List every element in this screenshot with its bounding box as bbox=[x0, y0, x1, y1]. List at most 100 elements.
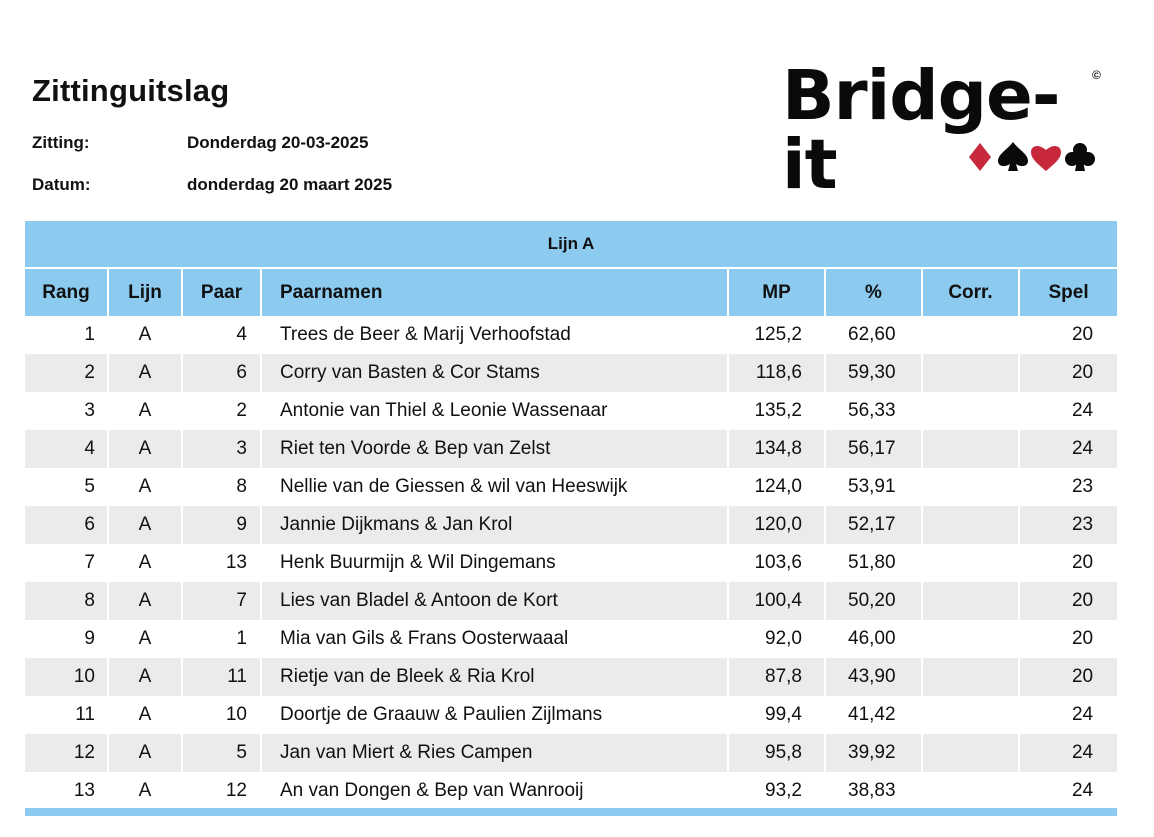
cell-paar: 1 bbox=[183, 620, 262, 658]
cell-percent: 38,83 bbox=[826, 772, 923, 810]
results-table: Lijn A Rang Lijn Paar Paarnamen MP % Cor… bbox=[25, 221, 1118, 810]
cell-corr bbox=[923, 544, 1020, 582]
line-title: Lijn A bbox=[25, 221, 1118, 269]
cell-lijn: A bbox=[109, 354, 183, 392]
cell-rang: 11 bbox=[25, 696, 109, 734]
table-row: 1 A 4 Trees de Beer & Marij Verhoofstad 125,… bbox=[25, 316, 1118, 354]
cell-rang: 5 bbox=[25, 468, 109, 506]
cell-rang: 12 bbox=[25, 734, 109, 772]
cell-mp: 124,0 bbox=[729, 468, 826, 506]
cell-paar: 3 bbox=[183, 430, 262, 468]
cell-mp: 135,2 bbox=[729, 392, 826, 430]
cell-paarnamen: Lies van Bladel & Antoon de Kort bbox=[262, 582, 729, 620]
spade-icon bbox=[998, 142, 1028, 171]
column-header-row: Rang Lijn Paar Paarnamen MP % Corr. Spel bbox=[25, 269, 1118, 316]
cell-paar: 6 bbox=[183, 354, 262, 392]
cell-lijn: A bbox=[109, 658, 183, 696]
cell-corr bbox=[923, 734, 1020, 772]
cell-paarnamen: Mia van Gils & Frans Oosterwaaal bbox=[262, 620, 729, 658]
cell-lijn: A bbox=[109, 734, 183, 772]
cell-percent: 41,42 bbox=[826, 696, 923, 734]
cell-spel: 24 bbox=[1020, 392, 1118, 430]
zitting-label: Zitting: bbox=[32, 133, 90, 152]
cell-mp: 95,8 bbox=[729, 734, 826, 772]
cell-percent: 59,30 bbox=[826, 354, 923, 392]
cell-corr bbox=[923, 696, 1020, 734]
datum-label: Datum: bbox=[32, 175, 91, 194]
cell-spel: 20 bbox=[1020, 316, 1118, 354]
cell-spel: 24 bbox=[1020, 772, 1118, 810]
cell-paarnamen: An van Dongen & Bep van Wanrooij bbox=[262, 772, 729, 810]
cell-corr bbox=[923, 430, 1020, 468]
table-row: 7 A 13 Henk Buurmijn & Wil Dingemans 103,6 51… bbox=[25, 544, 1118, 582]
column-header-paar: Paar bbox=[183, 269, 262, 316]
cell-mp: 134,8 bbox=[729, 430, 826, 468]
cell-paarnamen: Nellie van de Giessen & wil van Heeswijk bbox=[262, 468, 729, 506]
cell-spel: 24 bbox=[1020, 734, 1118, 772]
cell-percent: 39,92 bbox=[826, 734, 923, 772]
cell-percent: 53,91 bbox=[826, 468, 923, 506]
cell-lijn: A bbox=[109, 316, 183, 354]
cell-paarnamen: Corry van Basten & Cor Stams bbox=[262, 354, 729, 392]
cell-spel: 20 bbox=[1020, 582, 1118, 620]
table-row: 11 A 10 Doortje de Graauw & Paulien Zijlman… bbox=[25, 696, 1118, 734]
cell-rang: 2 bbox=[25, 354, 109, 392]
datum-value: donderdag 20 maart 2025 bbox=[187, 175, 393, 194]
cell-percent: 62,60 bbox=[826, 316, 923, 354]
table-row: 13 A 12 An van Dongen & Bep van Wanrooij 93,… bbox=[25, 772, 1118, 810]
logo-copyright: © bbox=[1092, 68, 1101, 82]
club-icon bbox=[1065, 143, 1095, 171]
cell-corr bbox=[923, 468, 1020, 506]
column-header-rang: Rang bbox=[25, 269, 109, 316]
table-row: 9 A 1 Mia van Gils & Frans Oosterwaaal 92,0 4… bbox=[25, 620, 1118, 658]
card-suits-icon bbox=[969, 142, 1095, 171]
cell-lijn: A bbox=[109, 620, 183, 658]
cell-paar: 11 bbox=[183, 658, 262, 696]
cell-lijn: A bbox=[109, 544, 183, 582]
cell-paar: 10 bbox=[183, 696, 262, 734]
cell-lijn: A bbox=[109, 468, 183, 506]
cell-paar: 7 bbox=[183, 582, 262, 620]
cell-spel: 23 bbox=[1020, 468, 1118, 506]
cell-paar: 2 bbox=[183, 392, 262, 430]
zitting-value: Donderdag 20-03-2025 bbox=[187, 133, 369, 152]
cell-lijn: A bbox=[109, 696, 183, 734]
diamond-icon bbox=[969, 143, 991, 171]
cell-lijn: A bbox=[109, 430, 183, 468]
table-row: 4 A 3 Riet ten Voorde & Bep van Zelst 134,8 5… bbox=[25, 430, 1118, 468]
cell-rang: 10 bbox=[25, 658, 109, 696]
cell-corr bbox=[923, 316, 1020, 354]
table-row: 5 A 8 Nellie van de Giessen & wil van Heesw… bbox=[25, 468, 1118, 506]
table-row: 8 A 7 Lies van Bladel & Antoon de Kort 100,4… bbox=[25, 582, 1118, 620]
cell-paarnamen: Trees de Beer & Marij Verhoofstad bbox=[262, 316, 729, 354]
cell-paarnamen: Henk Buurmijn & Wil Dingemans bbox=[262, 544, 729, 582]
cell-lijn: A bbox=[109, 392, 183, 430]
cell-corr bbox=[923, 620, 1020, 658]
cell-paar: 12 bbox=[183, 772, 262, 810]
cell-corr bbox=[923, 772, 1020, 810]
cell-lijn: A bbox=[109, 506, 183, 544]
cell-percent: 46,00 bbox=[826, 620, 923, 658]
cell-spel: 20 bbox=[1020, 544, 1118, 582]
column-header-paarnamen: Paarnamen bbox=[262, 269, 729, 316]
column-header-percent: % bbox=[826, 269, 923, 316]
cell-mp: 125,2 bbox=[729, 316, 826, 354]
cell-rang: 1 bbox=[25, 316, 109, 354]
cell-paar: 8 bbox=[183, 468, 262, 506]
cell-mp: 103,6 bbox=[729, 544, 826, 582]
cell-spel: 20 bbox=[1020, 354, 1118, 392]
cell-rang: 4 bbox=[25, 430, 109, 468]
cell-mp: 118,6 bbox=[729, 354, 826, 392]
table-row: 12 A 5 Jan van Miert & Ries Campen 95,8 39,92… bbox=[25, 734, 1118, 772]
column-header-mp: MP bbox=[729, 269, 826, 316]
cell-paarnamen: Rietje van de Bleek & Ria Krol bbox=[262, 658, 729, 696]
table-row: 2 A 6 Corry van Basten & Cor Stams 118,6 59,3… bbox=[25, 354, 1118, 392]
cell-corr bbox=[923, 354, 1020, 392]
column-header-lijn: Lijn bbox=[109, 269, 183, 316]
cell-rang: 3 bbox=[25, 392, 109, 430]
cell-spel: 20 bbox=[1020, 658, 1118, 696]
cell-paar: 5 bbox=[183, 734, 262, 772]
cell-corr bbox=[923, 506, 1020, 544]
cell-percent: 51,80 bbox=[826, 544, 923, 582]
cell-paar: 9 bbox=[183, 506, 262, 544]
